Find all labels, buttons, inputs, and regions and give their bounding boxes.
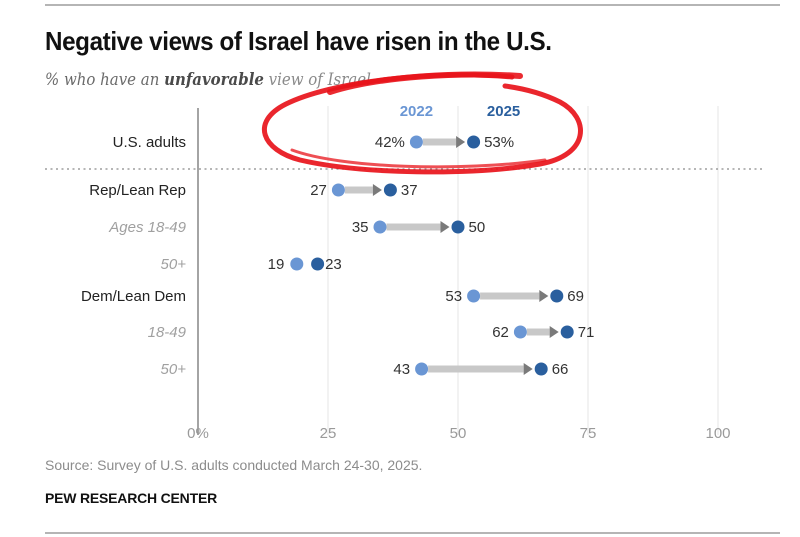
chart-rows: U.S. adults 42% 53% Rep/Lean Rep 27 37 Ages 18…	[81, 134, 594, 378]
subtitle-bold: unfavorable	[164, 70, 264, 90]
subtitle-pre: % who have an	[45, 70, 165, 90]
dot-2025	[467, 135, 481, 149]
row-label: 50+	[161, 361, 187, 378]
row-label: Dem/Lean Dem	[81, 288, 186, 305]
value-label-2022: 19	[268, 256, 285, 273]
row-label: 50+	[161, 256, 187, 273]
change-arrow-shaft	[386, 223, 441, 231]
red-ellipse-stroke-bottom	[290, 148, 547, 169]
chart-row: Dem/Lean Dem 53 69	[81, 288, 584, 305]
value-label-2025: 66	[552, 361, 569, 378]
chart-subtitle: % who have an unfavorable view of Israel	[45, 70, 371, 90]
change-arrow-shaft	[422, 138, 457, 146]
red-ellipse-stroke-top	[327, 71, 523, 95]
row-label: U.S. adults	[113, 134, 186, 151]
chart-row: Rep/Lean Rep 27 37	[89, 182, 417, 199]
change-arrow-head	[440, 221, 450, 233]
brand-name: PEW RESEARCH CENTER	[45, 490, 217, 506]
dot-2025	[560, 325, 574, 339]
dot-2022	[290, 257, 304, 271]
value-label-2025: 69	[567, 288, 584, 305]
row-label: 18-49	[148, 324, 187, 341]
value-label-2022: 35	[352, 219, 369, 236]
row-label: Ages 18-49	[108, 219, 186, 236]
change-arrow-head	[372, 184, 382, 196]
value-label-2022: 53	[445, 288, 462, 305]
dot-2022	[331, 183, 345, 197]
dot-2025	[534, 362, 548, 376]
x-tick-label: 25	[320, 425, 337, 442]
dot-2022	[513, 325, 527, 339]
change-arrow-head	[456, 136, 466, 148]
x-tick-label: 0%	[187, 425, 209, 442]
value-label-2025: 50	[469, 219, 486, 236]
value-label-2022: 62	[492, 324, 509, 341]
value-label-2025: 71	[578, 324, 595, 341]
dot-2022	[415, 362, 429, 376]
legend: 2022 2025	[400, 103, 521, 120]
change-arrow-head	[539, 290, 549, 302]
dot-2025	[311, 257, 325, 271]
change-arrow-shaft	[344, 186, 373, 194]
chart-row: Ages 18-49 35 50	[108, 219, 485, 236]
dot-2025	[451, 220, 465, 234]
dot-2022	[373, 220, 387, 234]
dot-2025	[383, 183, 397, 197]
legend-2022: 2022	[400, 103, 433, 120]
chart-row: 50+ 43 66	[161, 361, 569, 378]
chart-row: 50+ 19 23	[161, 256, 342, 273]
value-label-2022: 27	[310, 182, 327, 199]
value-label-2025: 53%	[484, 134, 514, 151]
value-label-2022: 42%	[375, 134, 405, 151]
chart-title: Negative views of Israel have risen in t…	[45, 26, 552, 56]
dot-2022	[467, 289, 481, 303]
chart-row: 18-49 62 71	[148, 324, 595, 341]
top-rule	[45, 4, 780, 6]
change-arrow-head	[523, 363, 533, 375]
change-arrow-shaft	[526, 328, 550, 336]
source-note: Source: Survey of U.S. adults conducted …	[45, 457, 423, 473]
chart-row: U.S. adults 42% 53%	[113, 134, 515, 151]
bottom-rule	[45, 532, 780, 534]
dot-2022	[409, 135, 423, 149]
x-tick-label: 75	[580, 425, 597, 442]
annotation-layer	[262, 71, 583, 175]
x-tick-label: 50	[450, 425, 467, 442]
value-label-2022: 43	[393, 361, 410, 378]
value-label-2025: 23	[325, 256, 342, 273]
x-axis-ticks: 0% 25 50 75 100	[187, 425, 730, 442]
legend-2025: 2025	[487, 103, 520, 120]
row-label: Rep/Lean Rep	[89, 182, 186, 199]
x-tick-label: 100	[705, 425, 730, 442]
value-label-2025: 37	[401, 182, 418, 199]
dot-2025	[550, 289, 564, 303]
change-arrow-head	[549, 326, 559, 338]
change-arrow-shaft	[428, 365, 524, 373]
change-arrow-shaft	[480, 292, 540, 300]
gridlines	[45, 106, 765, 435]
